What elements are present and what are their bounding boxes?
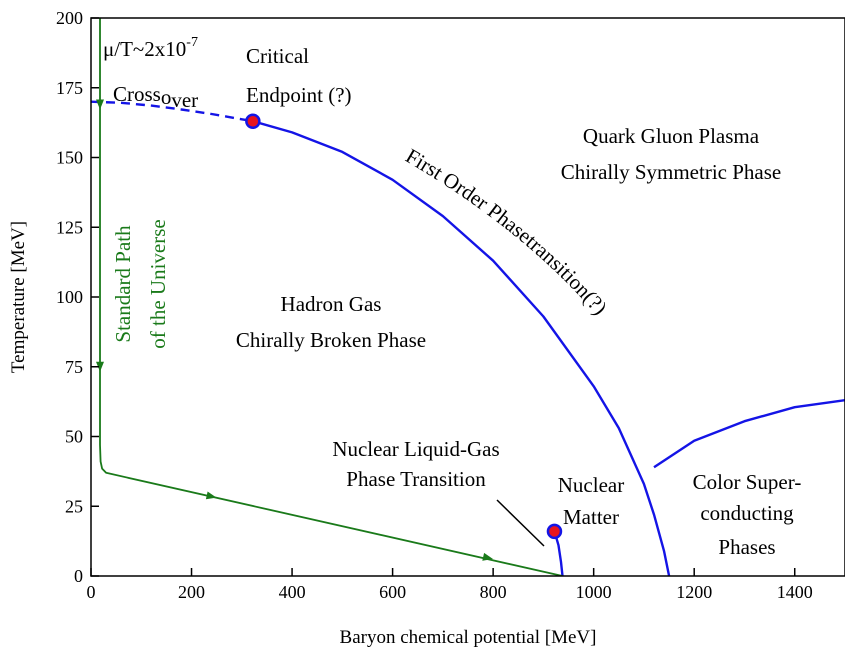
mu-over-t-label: μ/T~2x10-7 [103, 35, 198, 61]
csc-label-line2: conducting [700, 501, 794, 525]
first-order-phasetransition-line [252, 120, 671, 576]
markers-layer [245, 113, 563, 540]
standard-path-of-the-universe-line [99, 18, 563, 576]
x-tick-label: 1000 [576, 582, 612, 602]
y-tick-label: 25 [65, 496, 83, 516]
universe-label-line2: of the Universe [146, 219, 170, 348]
universe-path-arrow [96, 361, 104, 372]
liquid-gas-label-line2: Phase Transition [346, 467, 486, 491]
qgp-label-line1: Quark Gluon Plasma [583, 124, 760, 148]
color-superconducting-boundary-line [653, 399, 845, 469]
x-tick-label: 1200 [676, 582, 712, 602]
y-tick-label: 125 [56, 217, 83, 237]
critical-label-line1: Critical [246, 44, 309, 68]
x-tick-label: 600 [379, 582, 406, 602]
liquid-gas-label-line1: Nuclear Liquid-Gas [332, 437, 499, 461]
hadron-label-line2: Chirally Broken Phase [236, 328, 426, 352]
csc-label-line3: Phases [718, 535, 775, 559]
y-tick-label: 150 [56, 148, 83, 168]
nuclear-matter-label-line1: Nuclear [558, 473, 624, 497]
x-tick-label: 800 [480, 582, 507, 602]
x-axis-title: Baryon chemical potential [MeV] [340, 627, 597, 648]
axis-ticks: 0 200 400 600 800 1000 1200 1400 0 25 50 75 100 125 15… [56, 8, 813, 602]
y-tick-label: 100 [56, 287, 83, 307]
y-tick-label: 0 [74, 566, 83, 586]
qgp-label-line2: Chirally Symmetric Phase [561, 160, 781, 184]
y-tick-label: 175 [56, 78, 83, 98]
y-tick-label: 75 [65, 357, 83, 377]
x-tick-label: 1400 [777, 582, 813, 602]
csc-label-line1: Color Super- [693, 470, 802, 494]
y-tick-label: 50 [65, 427, 83, 447]
universe-path-label: Standard Path of the Universe [111, 219, 170, 348]
universe-path-arrow [205, 491, 217, 500]
crossover-label: Crossover [113, 82, 198, 112]
nuclear-liquid-gas-endpoint-marker [546, 523, 563, 540]
curves-layer [91, 18, 845, 576]
universe-label-line1: Standard Path [111, 225, 135, 343]
nuclear-matter-label-line2: Matter [563, 505, 619, 529]
crossover-line [91, 100, 254, 123]
critical-label-line2: Endpoint (?) [246, 83, 352, 107]
y-axis-title: Temperature [MeV] [8, 221, 29, 373]
x-tick-label: 0 [87, 582, 96, 602]
y-tick-label: 200 [56, 8, 83, 28]
x-tick-label: 400 [279, 582, 306, 602]
universe-path-arrow [96, 99, 104, 110]
universe-path-arrow [482, 552, 493, 561]
critical-endpoint-marker [245, 113, 261, 129]
hadron-label-line1: Hadron Gas [281, 292, 382, 316]
liquid-gas-pointer-line [496, 499, 545, 547]
x-tick-label: 200 [178, 582, 205, 602]
